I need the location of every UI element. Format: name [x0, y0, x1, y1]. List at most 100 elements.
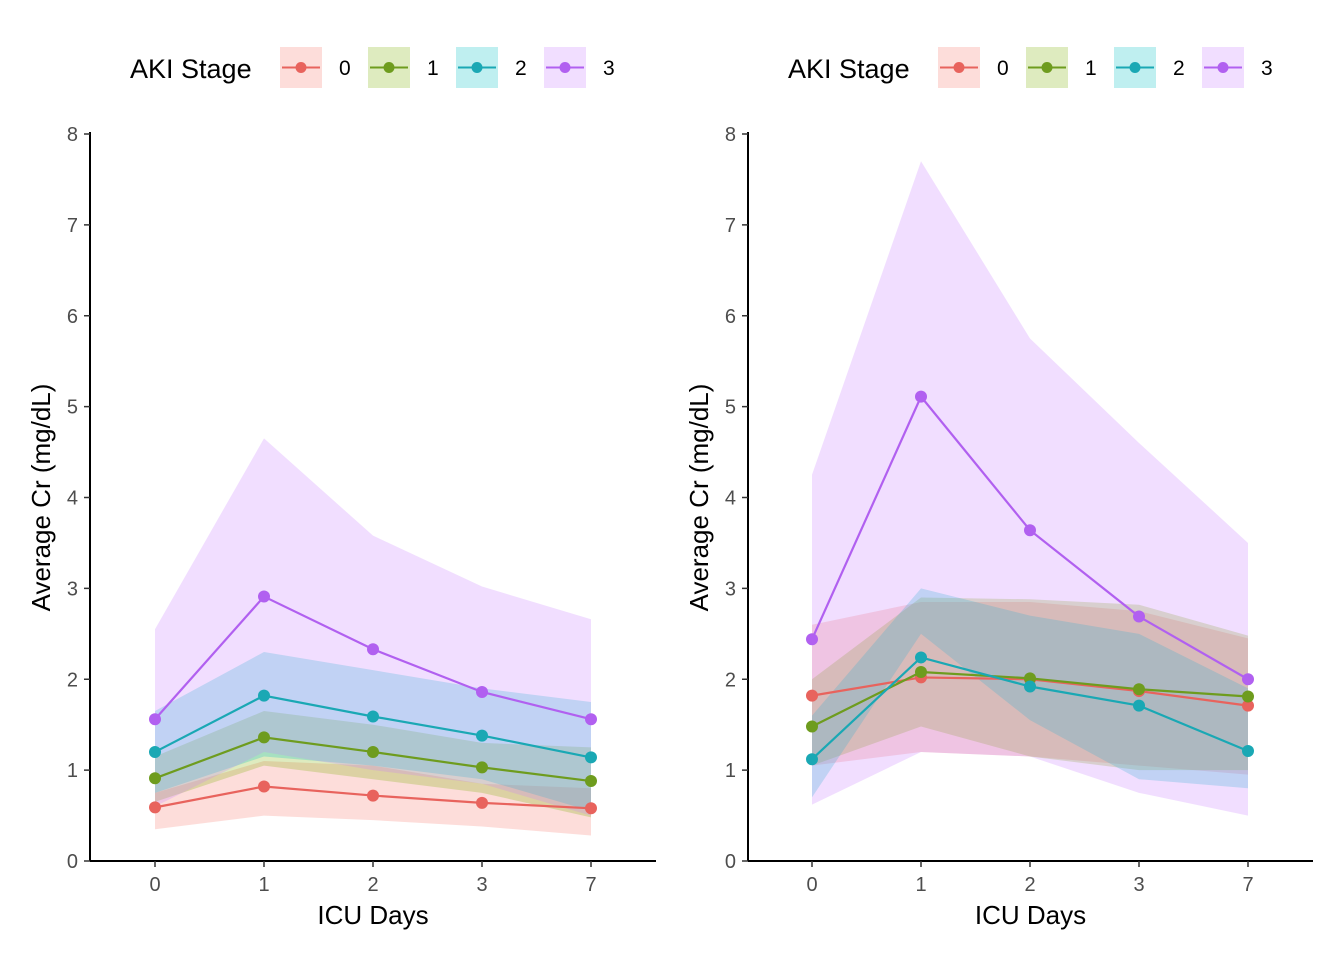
legend-item-1: 1 [368, 47, 439, 88]
legend-key-point-3 [1217, 62, 1229, 73]
point-stage-2-day-2 [1024, 680, 1036, 693]
point-stage-3-day-1 [258, 590, 270, 603]
y-tick-label-5: 5 [725, 397, 736, 419]
x-tick-label-1: 1 [915, 874, 926, 896]
point-stage-3-day-0 [806, 633, 818, 646]
legend-item-0: 0 [280, 47, 351, 88]
point-stage-2-day-7 [1242, 745, 1254, 758]
point-stage-1-day-1 [258, 731, 270, 744]
point-stage-0-day-0 [806, 689, 818, 702]
point-stage-2-day-0 [806, 753, 818, 766]
point-stage-3-day-3 [476, 685, 488, 698]
x-tick-label-1: 1 [258, 874, 269, 896]
point-stage-3-day-2 [1024, 524, 1036, 537]
legend-label-1: 1 [427, 57, 439, 80]
point-stage-0-day-7 [585, 802, 597, 815]
point-stage-2-day-3 [476, 729, 488, 742]
point-stage-1-day-0 [149, 772, 161, 785]
ribbons [155, 438, 591, 836]
legend-key-point-3 [559, 62, 571, 73]
point-stage-1-day-2 [367, 745, 379, 758]
legend: AKI Stage 0 1 2 3 [130, 47, 615, 88]
legend-label-2: 2 [1173, 57, 1185, 80]
legend-label-2: 2 [515, 57, 527, 80]
point-stage-1-day-0 [806, 720, 818, 733]
legend-key-point-2 [1129, 62, 1141, 73]
y-tick-label-1: 1 [725, 760, 736, 782]
legend-title: AKI Stage [788, 54, 910, 84]
point-stage-1-day-7 [1242, 690, 1254, 703]
y-tick-label-6: 6 [67, 306, 78, 328]
legend-label-3: 3 [1261, 57, 1273, 80]
x-tick-label-7: 7 [585, 874, 596, 896]
legend-label-3: 3 [603, 57, 615, 80]
y-tick-label-0: 0 [725, 851, 736, 873]
x-tick-label-2: 2 [367, 874, 378, 896]
y-axis-title: Average Cr (mg/dL) [684, 384, 714, 612]
point-stage-2-day-1 [258, 689, 270, 702]
point-stage-2-day-1 [915, 651, 927, 664]
y-tick-label-8: 8 [725, 124, 736, 146]
point-stage-3-day-3 [1133, 610, 1145, 623]
x-axis-title: ICU Days [317, 900, 428, 930]
legend-key-point-1 [383, 62, 395, 73]
axes: 0 1 2 3 4 5 6 7 8 0 1 2 3 7 ICU Days Average Cr (mg/dL) [26, 124, 656, 930]
x-tick-label-3: 3 [1133, 874, 1144, 896]
point-stage-0-day-3 [476, 796, 488, 809]
point-stage-1-day-7 [585, 775, 597, 788]
point-stage-1-day-1 [915, 665, 927, 678]
y-tick-label-1: 1 [67, 760, 78, 782]
x-tick-label-0: 0 [806, 874, 817, 896]
point-stage-0-day-2 [367, 789, 379, 802]
legend-item-3: 3 [1202, 47, 1273, 88]
y-tick-label-3: 3 [67, 578, 78, 600]
point-stage-0-day-0 [149, 801, 161, 814]
legend-label-0: 0 [339, 57, 351, 80]
y-tick-label-4: 4 [67, 488, 78, 510]
point-stage-1-day-3 [476, 761, 488, 774]
ribbon-stage-3 [812, 161, 1248, 816]
y-tick-label-3: 3 [725, 578, 736, 600]
legend-item-2: 2 [456, 47, 527, 88]
y-tick-label-7: 7 [725, 215, 736, 237]
legend-item-1: 1 [1026, 47, 1097, 88]
point-stage-2-day-0 [149, 745, 161, 758]
x-tick-label-3: 3 [476, 874, 487, 896]
x-tick-label-7: 7 [1242, 874, 1253, 896]
legend-label-1: 1 [1085, 57, 1097, 80]
ribbon-stage-3 [155, 438, 591, 816]
point-stage-2-day-2 [367, 710, 379, 723]
point-stage-3-day-0 [149, 713, 161, 726]
legend-item-2: 2 [1114, 47, 1185, 88]
series-stage-2 [149, 689, 597, 764]
point-stage-0-day-7 [1242, 699, 1254, 712]
legend-key-point-1 [1041, 62, 1053, 73]
y-tick-label-7: 7 [67, 215, 78, 237]
legend-item-0: 0 [938, 47, 1009, 88]
y-tick-label-6: 6 [725, 306, 736, 328]
x-axis-title: ICU Days [975, 900, 1086, 930]
y-axis-title: Average Cr (mg/dL) [26, 384, 56, 612]
series-stage-3 [149, 590, 597, 726]
point-stage-3-day-2 [367, 643, 379, 656]
y-tick-label-5: 5 [67, 397, 78, 419]
point-stage-2-day-7 [585, 751, 597, 764]
series-stage-2 [806, 651, 1254, 766]
ribbons [812, 161, 1248, 816]
y-tick-label-0: 0 [67, 851, 78, 873]
point-stage-1-day-3 [1133, 683, 1145, 696]
x-tick-label-0: 0 [149, 874, 160, 896]
legend: AKI Stage 0 1 2 3 [788, 47, 1273, 88]
legend-item-3: 3 [544, 47, 615, 88]
axes: 0 1 2 3 4 5 6 7 8 0 1 2 3 7 ICU Days Average Cr (mg/dL) [684, 124, 1313, 930]
point-stage-3-day-7 [585, 713, 597, 726]
y-tick-label-4: 4 [725, 488, 736, 510]
chart-panel-1: AKI Stage 0 1 2 3 0 1 2 3 4 5 6 7 8 0 1 2 3 7 ICU Days Avera… [26, 47, 656, 930]
series-stage-3 [806, 390, 1254, 686]
legend-title: AKI Stage [130, 54, 252, 84]
x-tick-label-2: 2 [1024, 874, 1035, 896]
legend-label-0: 0 [997, 57, 1009, 80]
legend-key-point-2 [471, 62, 483, 73]
point-stage-2-day-3 [1133, 699, 1145, 712]
